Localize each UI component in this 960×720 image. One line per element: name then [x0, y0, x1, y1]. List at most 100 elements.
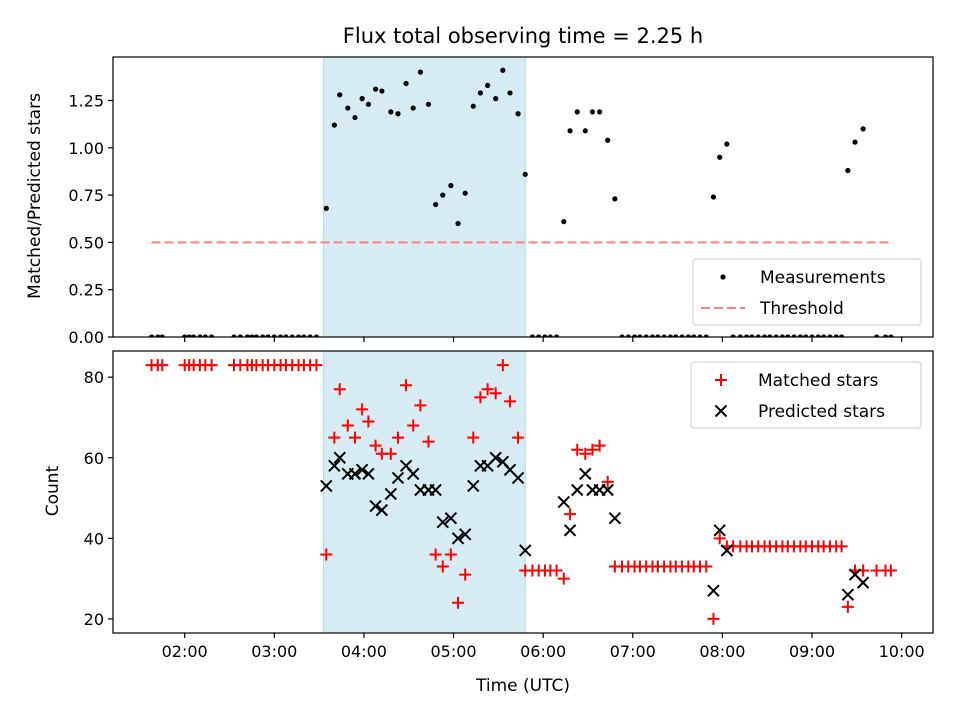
- predicted-stars-point: [458, 528, 472, 541]
- measurement-point: [307, 334, 313, 337]
- matched-stars-point: [459, 568, 472, 581]
- measurement-point: [589, 109, 596, 115]
- measurement-point: [785, 334, 791, 337]
- measurement-point: [619, 334, 625, 337]
- predicted-stars-point: [563, 524, 577, 537]
- predicted-stars-point: [519, 544, 532, 557]
- measurement-point: [433, 201, 439, 208]
- matched-stars-point: [407, 419, 420, 432]
- measurement-point: [655, 334, 661, 337]
- measurement-point: [208, 334, 215, 337]
- matched-stars-point: [489, 387, 502, 400]
- matched-stars-point: [481, 383, 494, 396]
- measurement-point: [283, 334, 289, 337]
- y-tick-label: 60: [84, 449, 104, 468]
- measurement-point: [244, 334, 251, 337]
- matched-stars-point: [841, 600, 854, 613]
- measurement-point: [691, 334, 697, 337]
- y-tick-label: 20: [84, 610, 104, 629]
- matched-stars-point: [713, 532, 726, 545]
- measurement-point: [470, 103, 476, 109]
- predicted-stars-point: [328, 459, 341, 473]
- measurement-point: [529, 334, 536, 337]
- measurement-point: [710, 194, 717, 200]
- measurement-point: [767, 334, 773, 337]
- predicted-stars-point: [348, 467, 362, 481]
- measurement-point: [637, 334, 643, 337]
- measurement-point: [803, 334, 809, 337]
- matched-stars-point: [512, 431, 525, 444]
- panel-frame: [112, 350, 934, 634]
- measurement-point: [197, 334, 203, 337]
- predicted-stars-point: [856, 576, 870, 589]
- measurement-point: [649, 334, 656, 337]
- measurement-point: [425, 101, 432, 107]
- matched-stars-point: [328, 431, 341, 444]
- legend-label: Predicted stars: [758, 402, 885, 422]
- measurement-point: [661, 334, 667, 337]
- predicted-stars-point: [571, 483, 584, 497]
- measurement-point: [582, 128, 588, 134]
- x-tick-label: 09:00: [789, 642, 835, 661]
- measurement-point: [561, 218, 567, 225]
- measurement-point: [797, 334, 803, 337]
- predicted-stars-point: [489, 451, 502, 464]
- matched-stars-point: [496, 359, 509, 372]
- measurement-point: [547, 334, 553, 337]
- measurement-point: [567, 128, 573, 134]
- measurement-point: [522, 171, 528, 177]
- predicted-stars-point: [557, 495, 570, 509]
- panel-frame: [112, 56, 934, 338]
- matched-stars-point: [474, 391, 487, 404]
- x-tick-label: 04:00: [341, 642, 387, 661]
- matched-stars-point: [557, 572, 570, 585]
- measurement-point: [667, 334, 674, 337]
- measurement-point: [253, 334, 259, 337]
- panel-marks: [145, 359, 897, 625]
- matched-stars-point: [601, 475, 614, 488]
- matched-stars-point: [504, 395, 517, 408]
- measurement-point: [574, 109, 580, 115]
- measurement-point: [737, 334, 743, 337]
- predicted-stars-point: [608, 511, 622, 525]
- measurement-point: [631, 334, 638, 337]
- matched-stars-point: [444, 548, 457, 561]
- x-tick-label: 07:00: [610, 642, 656, 661]
- matched-stars-point: [400, 379, 413, 392]
- measurement-point: [372, 86, 379, 92]
- predicted-stars-point: [444, 511, 458, 525]
- measurement-point: [791, 334, 797, 337]
- measurement-point: [809, 334, 815, 337]
- x-tick-label: 08:00: [699, 642, 745, 661]
- measurement-point: [500, 67, 506, 73]
- matched-stars-point: [884, 564, 897, 577]
- measurement-point: [249, 334, 255, 337]
- predicted-stars-point: [369, 499, 382, 513]
- measurement-point: [271, 334, 277, 337]
- matched-stars-point: [341, 419, 354, 432]
- legend-matched-swatch: [715, 374, 727, 386]
- bottom-ylabel: Count: [43, 465, 63, 516]
- measurement-point: [743, 334, 750, 337]
- x-tick-label: 10:00: [879, 642, 925, 661]
- legend-label: Threshold: [759, 299, 844, 319]
- matched-stars-point: [564, 508, 577, 521]
- legend-box: [692, 258, 922, 326]
- matched-stars-point: [422, 435, 435, 448]
- measurement-point: [852, 139, 858, 145]
- predicted-stars-point: [579, 467, 592, 481]
- measurement-point: [703, 334, 709, 337]
- measurement-point: [289, 334, 295, 337]
- measurement-point: [643, 334, 649, 337]
- matched-stars-point: [571, 443, 584, 456]
- chart-title: Flux total observing time = 2.25 h: [343, 24, 703, 48]
- measurement-point: [515, 111, 521, 117]
- measurement-point: [888, 334, 894, 337]
- legend-measurement-swatch: [720, 274, 726, 280]
- measurement-point: [773, 334, 779, 337]
- measurement-point: [679, 334, 685, 337]
- matched-stars-point: [429, 548, 442, 561]
- y-tick-label: 0.75: [68, 186, 104, 205]
- measurement-point: [313, 334, 320, 337]
- legend-label: Measurements: [760, 268, 886, 288]
